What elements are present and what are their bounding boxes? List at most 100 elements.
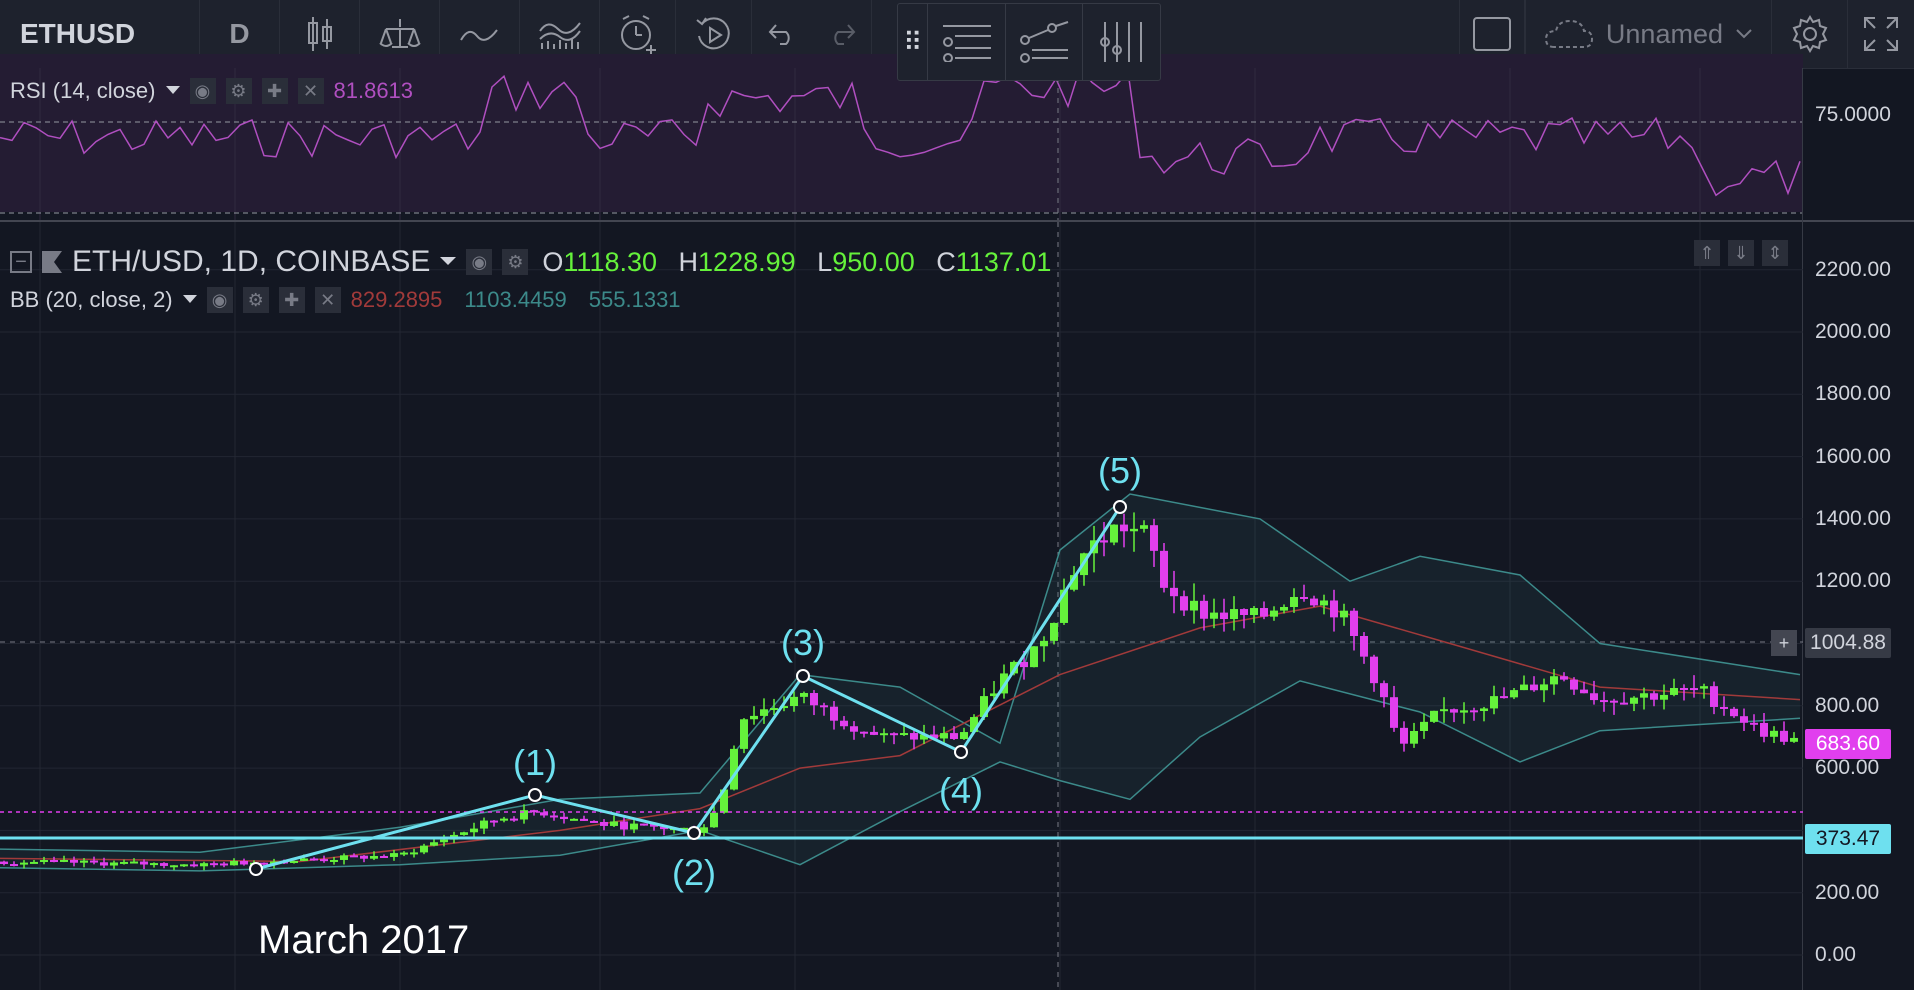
eye-icon[interactable]: ◉: [466, 249, 493, 275]
fullscreen-square-button[interactable]: [1458, 0, 1525, 68]
templates-button[interactable]: [520, 0, 600, 68]
candle-body: [870, 731, 878, 735]
candle-body: [1440, 709, 1448, 712]
candle-body: [520, 810, 528, 820]
flag-icon[interactable]: [42, 251, 62, 273]
wave-label-1[interactable]: (1): [513, 742, 557, 783]
date-note[interactable]: March 2017: [258, 918, 470, 962]
rsi-axis-label: 75.0000: [1815, 103, 1891, 126]
rsi-label[interactable]: RSI (14, close): [10, 78, 156, 103]
candle-body: [170, 865, 178, 868]
candle-body: [430, 842, 438, 846]
caret-down-icon[interactable]: [440, 257, 457, 267]
candle-body: [330, 859, 338, 862]
candle-body: [360, 855, 368, 859]
candle-body: [1630, 697, 1638, 704]
wave-point: [249, 862, 263, 876]
candle-body: [760, 709, 768, 716]
candle-body: [960, 732, 968, 739]
candle-body: [720, 789, 728, 813]
grip-icon[interactable]: ⠿: [898, 4, 929, 80]
trend-line-button[interactable]: [1006, 4, 1084, 80]
caret-down-icon[interactable]: [165, 86, 180, 96]
wave-label-4[interactable]: (4): [939, 770, 983, 811]
redo-button[interactable]: [812, 0, 872, 68]
price-axis-label: 600.00: [1815, 756, 1880, 780]
gear-icon[interactable]: ⚙: [225, 78, 252, 104]
eye-icon[interactable]: ◉: [206, 287, 233, 313]
add-plus-icon[interactable]: +: [1771, 630, 1797, 656]
chevron-down-icon: [1736, 29, 1752, 39]
candle-body: [480, 820, 488, 829]
main-series-title[interactable]: ETH/USD, 1D, COINBASE: [72, 245, 431, 278]
candle-body: [680, 827, 688, 830]
alert-button[interactable]: [600, 0, 676, 68]
candle-body: [790, 696, 798, 707]
fib-tool-button[interactable]: [1083, 4, 1160, 80]
move-up-icon[interactable]: ⇑: [1694, 240, 1720, 266]
wave-label-5[interactable]: (5): [1098, 450, 1142, 491]
price-pane[interactable]: [0, 222, 1803, 990]
wave-label-3[interactable]: (3): [781, 622, 825, 663]
candle-body: [970, 717, 978, 733]
symbol-search-button[interactable]: ETHUSD: [0, 0, 200, 68]
expand-button[interactable]: [1848, 0, 1914, 68]
interval-button[interactable]: D: [200, 0, 280, 68]
candle-body: [920, 734, 928, 740]
plus-icon[interactable]: ✚: [278, 287, 305, 313]
bb-label[interactable]: BB (20, close, 2): [10, 287, 173, 312]
alert-icon: [620, 15, 656, 55]
wave-label-2[interactable]: (2): [672, 852, 716, 893]
indicators-button[interactable]: [440, 0, 520, 68]
candle-body: [950, 733, 958, 739]
eye-icon[interactable]: ◉: [189, 78, 216, 104]
candle-body: [1760, 722, 1768, 737]
replay-button[interactable]: [676, 0, 752, 68]
candle-body: [1420, 721, 1428, 731]
candle-body: [640, 823, 648, 826]
candle-body: [20, 862, 28, 865]
collapse-icon[interactable]: −: [10, 251, 32, 273]
candle-body: [1130, 528, 1138, 532]
bb-fill: [0, 494, 1800, 871]
candle-body: [800, 693, 808, 697]
candle-body: [1750, 722, 1758, 725]
candle-body: [1620, 702, 1628, 705]
price-axis-label: 200.00: [1815, 880, 1880, 904]
candle-body: [980, 696, 988, 718]
candle-body: [750, 715, 758, 720]
rsi-pane[interactable]: RSI (14, close) ◉ ⚙ ✚ ✕ 81.8613: [0, 68, 1803, 220]
close-icon[interactable]: ✕: [314, 287, 341, 313]
compare-button[interactable]: [360, 0, 440, 68]
low-value: 950.00: [832, 246, 915, 277]
candle-body: [610, 821, 618, 826]
pane-separator[interactable]: [0, 220, 1914, 222]
templates-icon: [538, 22, 581, 49]
caret-down-icon[interactable]: [182, 295, 197, 305]
layout-name-dropdown[interactable]: Unnamed: [1524, 0, 1772, 68]
plus-icon[interactable]: ✚: [261, 78, 288, 104]
candle-body: [190, 864, 198, 867]
price-axis-label: 0.00: [1815, 943, 1856, 966]
close-icon[interactable]: ✕: [297, 78, 324, 104]
expand-icon: [1864, 17, 1898, 51]
candle-body: [0, 861, 8, 865]
candle-body: [570, 818, 578, 821]
resize-icon[interactable]: ⇕: [1762, 240, 1788, 266]
candle-body: [1160, 550, 1168, 588]
gear-icon[interactable]: ⚙: [502, 249, 529, 275]
candle-body: [320, 859, 328, 862]
candle-body: [1100, 540, 1108, 543]
fib-tool-icon: [1099, 22, 1142, 62]
bb-basis-value: 829.2895: [350, 287, 443, 312]
horizontal-lines-button[interactable]: [928, 4, 1006, 80]
candle-body: [1050, 622, 1058, 641]
undo-button[interactable]: [752, 0, 812, 68]
chart-style-button[interactable]: [280, 0, 360, 68]
move-down-icon[interactable]: ⇓: [1728, 240, 1754, 266]
cloud-icon: [1544, 19, 1593, 48]
candle-body: [60, 859, 68, 862]
settings-button[interactable]: [1772, 0, 1848, 68]
gear-icon[interactable]: ⚙: [242, 287, 269, 313]
rsi-value: 81.8613: [333, 78, 414, 103]
